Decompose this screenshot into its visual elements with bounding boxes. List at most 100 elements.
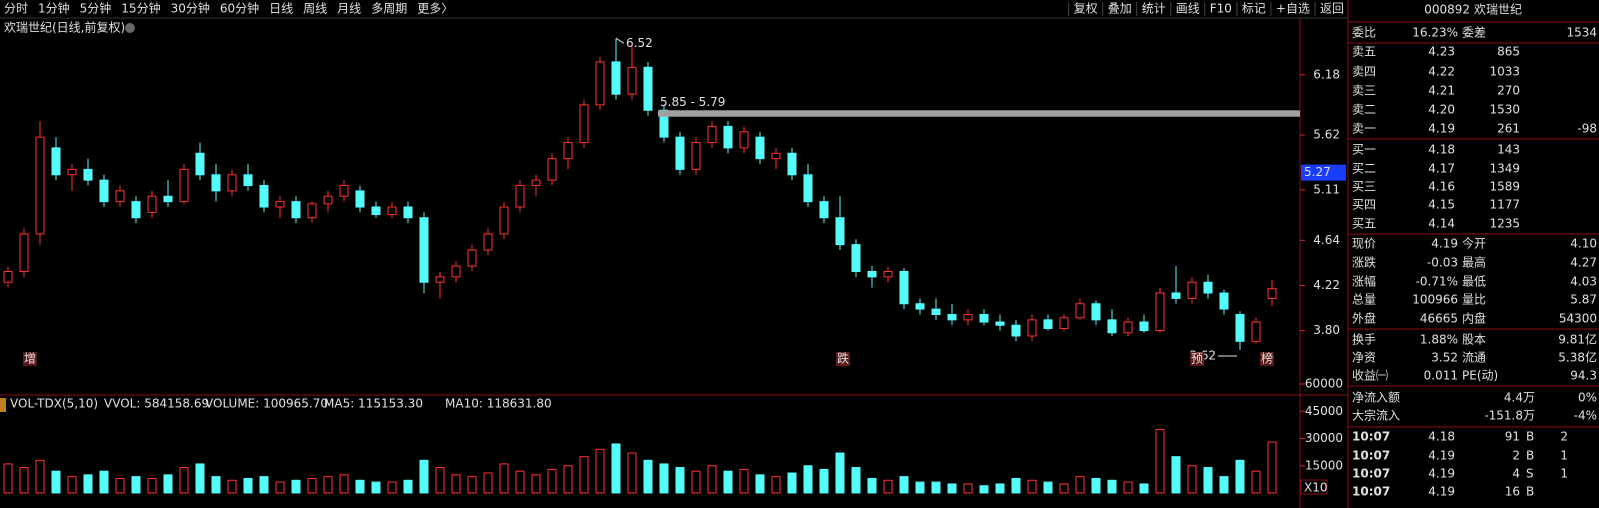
- volume-bar: [163, 474, 173, 494]
- volume-bar: [579, 456, 589, 494]
- tick-time: 10:07: [1352, 485, 1390, 499]
- period-tab[interactable]: 多周期: [371, 2, 407, 16]
- book-volume: 865: [1497, 45, 1520, 59]
- candle-body: [931, 308, 941, 315]
- volume-bar: [915, 481, 925, 494]
- tick-volume: 4: [1512, 467, 1520, 481]
- candle-body: [291, 201, 301, 219]
- volume-bar: [515, 470, 525, 494]
- volume-bar: [131, 476, 141, 494]
- candle-body: [67, 168, 77, 176]
- tick-side: B: [1526, 430, 1534, 444]
- book-volume: 1177: [1489, 198, 1520, 212]
- volume-bar: [467, 476, 477, 494]
- candle-body: [963, 313, 973, 321]
- volume-bar: [243, 477, 253, 494]
- volume-header: MA5: 115153.30: [324, 397, 423, 411]
- period-tab[interactable]: 日线: [269, 2, 293, 16]
- period-tab[interactable]: 周线: [303, 2, 327, 16]
- candle-body: [771, 152, 781, 160]
- book-label: 买五: [1352, 217, 1376, 231]
- tick-volume: 16: [1505, 485, 1520, 499]
- book-price: 4.19: [1428, 122, 1455, 136]
- period-tab[interactable]: 更多〉: [417, 2, 453, 16]
- candle-body: [579, 104, 589, 144]
- panel-value: 94.3: [1570, 369, 1597, 383]
- candle-body: [1011, 324, 1021, 337]
- volume-bar: [563, 465, 573, 494]
- panel-label: 内盘: [1462, 311, 1486, 326]
- period-tab[interactable]: 分时: [4, 2, 28, 16]
- candle-body: [979, 313, 989, 323]
- panel-label: 股本: [1462, 333, 1486, 347]
- toolbar-button[interactable]: 统计: [1142, 2, 1166, 16]
- candle-body: [1043, 319, 1053, 329]
- book-volume: 1349: [1489, 162, 1520, 176]
- event-marker-box: [1260, 352, 1274, 366]
- panel-label: 今开: [1462, 236, 1486, 251]
- volume-bar: [227, 479, 237, 494]
- volume-bar: [707, 465, 717, 494]
- candle-body: [707, 125, 717, 144]
- stock-code: 000892: [1424, 3, 1470, 17]
- event-marker: 跌: [837, 351, 849, 366]
- period-tab[interactable]: 1分钟: [38, 1, 70, 16]
- toolbar-button[interactable]: 叠加: [1108, 2, 1132, 16]
- tick-price: 4.19: [1428, 485, 1455, 499]
- event-marker-box: [1190, 352, 1204, 366]
- toolbar-button[interactable]: 标记: [1242, 2, 1266, 16]
- candle-body: [1059, 317, 1069, 329]
- candle-body: [691, 142, 701, 170]
- toolbar-button[interactable]: 复权: [1074, 2, 1098, 16]
- candle-body: [643, 66, 653, 111]
- tick-time: 10:07: [1352, 467, 1390, 481]
- candle-body: [163, 195, 173, 203]
- volume-bar: [867, 477, 877, 494]
- candle-body: [3, 270, 13, 283]
- price-tag-label: 5.27: [1304, 165, 1331, 179]
- title-icon: [125, 23, 135, 33]
- volume-bar: [67, 476, 77, 494]
- panel-label: 涨跌: [1352, 255, 1376, 270]
- volume-bar: [691, 470, 701, 494]
- volume-bar: [611, 443, 621, 494]
- volume-bar: [947, 483, 957, 494]
- toolbar-button[interactable]: 返回: [1320, 2, 1344, 16]
- book-change: -98: [1577, 122, 1597, 136]
- volume-bar: [419, 459, 429, 494]
- book-price: 4.20: [1428, 103, 1455, 117]
- period-tab[interactable]: 15分钟: [121, 1, 160, 16]
- tick-count: 2: [1560, 430, 1568, 444]
- volume-bar: [355, 479, 365, 494]
- toolbar-button[interactable]: 画线: [1176, 2, 1200, 16]
- chart-title: 欢瑞世纪(日线,前复权): [4, 20, 125, 35]
- price-tag: [1301, 164, 1346, 181]
- toolbar-button[interactable]: F10: [1210, 2, 1232, 16]
- volume-bar: [1075, 476, 1085, 494]
- period-tab[interactable]: 60分钟: [220, 1, 259, 16]
- volume-bar: [739, 468, 749, 494]
- candle-body: [483, 233, 493, 251]
- volume-bar: [675, 467, 685, 494]
- book-volume: 1530: [1489, 103, 1520, 117]
- period-tab[interactable]: 月线: [337, 2, 361, 16]
- volume-bar: [627, 452, 637, 494]
- candle-body: [435, 276, 445, 283]
- toolbar-button[interactable]: +自选: [1276, 2, 1310, 16]
- volume-bar: [643, 459, 653, 494]
- volume-bar: [451, 474, 461, 494]
- period-tab[interactable]: 5分钟: [80, 1, 112, 16]
- book-price: 4.18: [1428, 143, 1455, 157]
- volume-bar: [1219, 476, 1229, 494]
- volume-bar: [323, 476, 333, 494]
- volume-bar: [35, 459, 45, 494]
- multiplier-box: [1300, 479, 1328, 495]
- volume-bar: [499, 463, 509, 494]
- volume-bar: [51, 470, 61, 494]
- panel-value: 4.19: [1431, 237, 1458, 251]
- panel-value: 100966: [1412, 293, 1458, 307]
- panel-value: 4.03: [1570, 275, 1597, 289]
- period-tab[interactable]: 30分钟: [171, 1, 210, 16]
